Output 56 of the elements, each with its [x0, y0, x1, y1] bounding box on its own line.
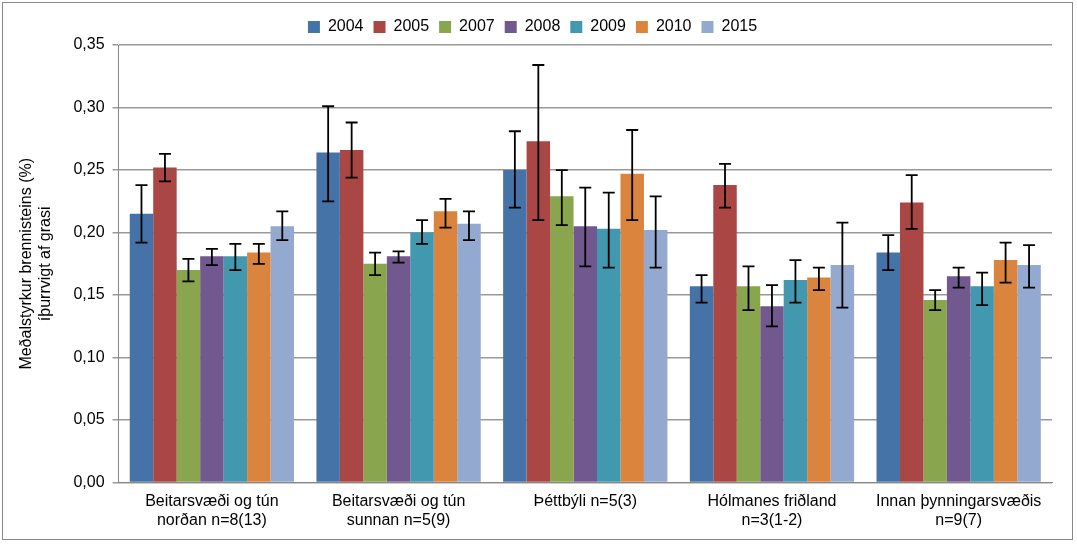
bar [689, 286, 714, 482]
bar [923, 300, 947, 482]
bar [386, 256, 411, 482]
bar [526, 141, 551, 482]
bar [1017, 265, 1041, 482]
bar [970, 286, 994, 482]
bar [550, 196, 574, 482]
legend-label: 2015 [721, 17, 758, 35]
y-tick-label: 0,30 [73, 97, 105, 115]
y-tick-label: 0,25 [73, 160, 105, 178]
bar [129, 213, 154, 482]
legend-label: 2004 [327, 17, 364, 35]
bar [597, 228, 621, 482]
bar [410, 232, 434, 482]
bar [993, 260, 1018, 482]
bar [153, 167, 177, 482]
bar [339, 150, 364, 482]
legend-label: 2007 [459, 17, 495, 35]
bar [176, 270, 201, 482]
legend-label: 2010 [655, 17, 692, 35]
bar [316, 152, 340, 482]
bar [363, 263, 387, 482]
bar [457, 223, 481, 482]
bar [760, 306, 784, 482]
bar [247, 252, 271, 482]
y-tick-label: 0,10 [73, 347, 105, 365]
legend-label: 2009 [590, 17, 626, 35]
x-tick-label: Beitarsvæði og tún norðan n=8(13) [145, 491, 279, 528]
bar [620, 173, 644, 482]
y-axis-title: Meðalstyrkur brennisteins (%) íþurrvigt af grasi [17, 157, 54, 370]
bar [643, 230, 668, 482]
y-tick-label: 0,15 [73, 285, 105, 303]
y-tick-label: 0,05 [73, 410, 105, 428]
bar [270, 226, 295, 482]
x-tick-label: Hólmanes friðland n=3(1-2) [707, 491, 837, 528]
bar [223, 256, 248, 482]
y-tick-label: 0,35 [73, 35, 105, 53]
y-tick-label: 0,00 [73, 473, 105, 491]
y-tick-label: 0,20 [73, 222, 105, 240]
legend-label: 2008 [524, 17, 561, 35]
bar [736, 286, 761, 482]
bar [433, 211, 458, 482]
bar [200, 256, 224, 482]
bar [573, 226, 598, 482]
bar [876, 252, 900, 482]
bar [807, 277, 831, 482]
bar [830, 265, 855, 482]
legend-label: 2005 [393, 17, 430, 35]
x-tick-label: Beitarsvæði og tún sunnan n=5(9) [331, 491, 466, 528]
x-tick-label: Þéttbýli n=5(3) [533, 491, 638, 509]
x-tick-label: Innan þynningarsvæðis n=9(7) [875, 491, 1042, 528]
bar [783, 280, 808, 482]
bar [503, 170, 527, 482]
bar [899, 202, 924, 482]
bar [713, 185, 737, 482]
bar [946, 276, 971, 482]
